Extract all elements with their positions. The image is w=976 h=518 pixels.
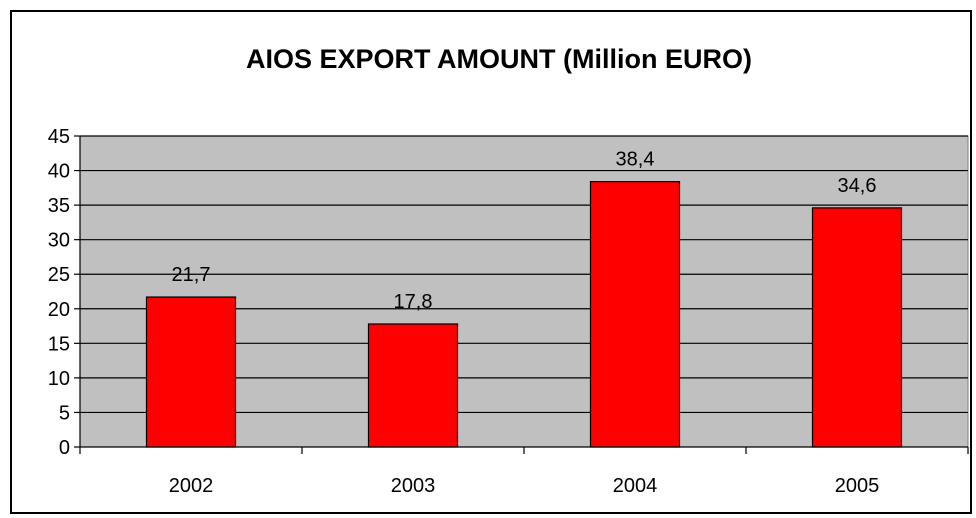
y-tick-label: 35 — [48, 195, 70, 217]
data-label-2003: 17,8 — [394, 291, 433, 313]
y-tick-label: 10 — [48, 368, 70, 390]
y-tick-label: 0 — [59, 437, 70, 459]
y-tick-label: 45 — [48, 126, 70, 148]
bar-2003 — [367, 323, 459, 448]
bar-2004 — [589, 181, 681, 448]
bar-2002 — [145, 296, 237, 448]
y-tick-label: 40 — [48, 161, 70, 183]
x-tick-label-2005: 2005 — [835, 475, 880, 497]
data-label-2005: 34,6 — [838, 175, 877, 197]
bar-2005 — [811, 207, 903, 448]
y-tick-label: 15 — [48, 333, 70, 355]
y-tick-label: 20 — [48, 299, 70, 321]
x-tick-label-2002: 2002 — [169, 475, 214, 497]
y-tick-label: 30 — [48, 230, 70, 252]
data-label-2004: 38,4 — [616, 149, 655, 171]
x-tick-label-2003: 2003 — [391, 475, 436, 497]
chart-title: AIOS EXPORT AMOUNT (Million EURO) — [246, 44, 752, 74]
data-label-2002: 21,7 — [172, 264, 211, 286]
x-tick-label-2004: 2004 — [613, 475, 658, 497]
y-tick-label: 5 — [59, 402, 70, 424]
y-tick-label: 25 — [48, 264, 70, 286]
